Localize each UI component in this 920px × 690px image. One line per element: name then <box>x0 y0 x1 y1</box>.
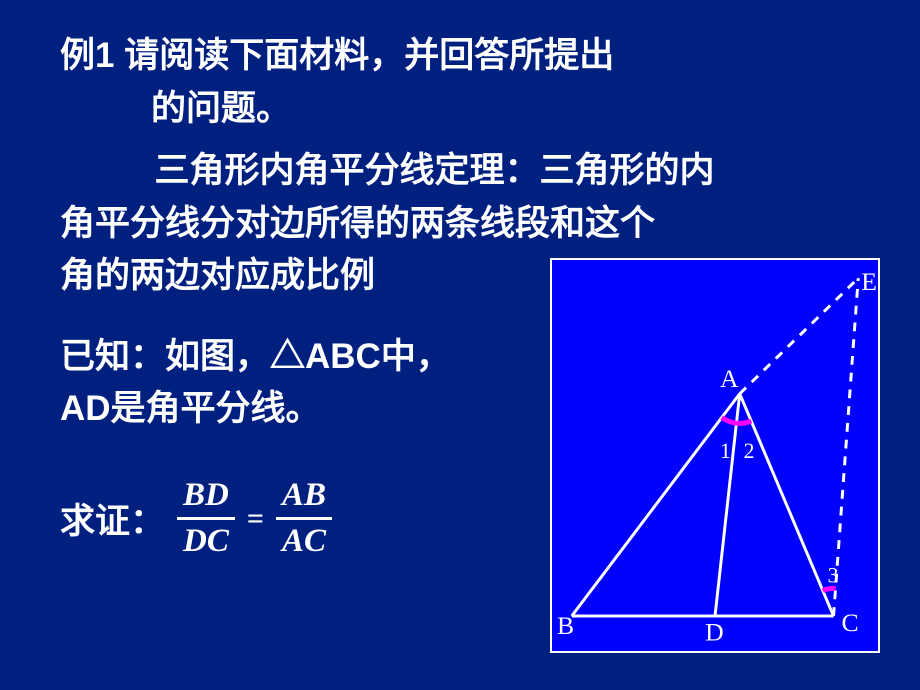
angle-label-2: 2 <box>744 439 755 463</box>
fraction-2: AB AC <box>276 476 332 562</box>
diagram-svg: 12 3 B D C A E <box>552 260 878 651</box>
slide: 例1 请阅读下面材料，并回答所提出 的问题。 三角形内角平分线定理：三角形的内 … <box>0 0 920 690</box>
theorem-line-1: 三角形内角平分线定理：三角形的内 <box>60 145 870 198</box>
frac1-denominator: DC <box>177 520 235 562</box>
geometry-diagram: 12 3 B D C A E <box>550 258 880 653</box>
point-label-C: C <box>841 608 858 637</box>
title-line-2: 的问题。 <box>60 83 870 136</box>
point-label-B: B <box>557 611 574 640</box>
angle-arc <box>823 588 836 590</box>
angle-label-1: 1 <box>720 439 731 463</box>
prove-label: 求证： <box>60 493 165 544</box>
example-title: 例1 请阅读下面材料，并回答所提出 的问题。 <box>60 30 870 135</box>
title-line-1: 例1 请阅读下面材料，并回答所提出 <box>60 30 870 83</box>
point-label-D: D <box>705 618 724 647</box>
frac2-numerator: AB <box>276 476 332 521</box>
prove-equation: BD DC = AB AC <box>177 476 332 562</box>
angle-arc <box>736 421 751 423</box>
edge-AD <box>715 394 740 616</box>
point-label-E: E <box>861 267 877 296</box>
equals-sign: = <box>247 502 264 536</box>
angle-arc <box>722 417 737 423</box>
theorem-line-2: 角平分线分对边所得的两条线段和这个 <box>60 198 870 251</box>
fraction-1: BD DC <box>177 476 235 562</box>
edge-AE <box>740 278 859 394</box>
frac2-denominator: AC <box>276 520 332 562</box>
edge-BA <box>572 394 740 616</box>
edge-AC <box>740 394 834 616</box>
point-label-A: A <box>720 364 739 393</box>
angle-label-3: 3 <box>828 563 839 587</box>
frac1-numerator: BD <box>177 476 235 521</box>
